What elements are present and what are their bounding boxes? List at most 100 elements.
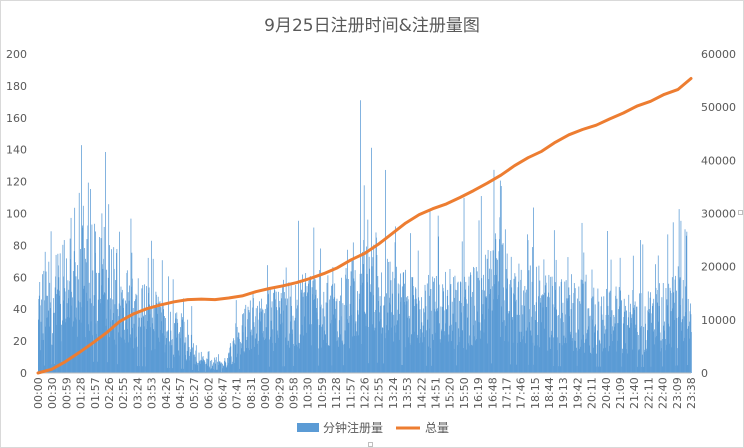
bar xyxy=(351,314,352,373)
bar xyxy=(653,344,655,373)
bar xyxy=(244,326,246,373)
bar xyxy=(596,344,598,373)
bar xyxy=(297,346,299,373)
bar xyxy=(467,317,469,373)
bar xyxy=(617,340,618,373)
bar xyxy=(194,354,195,373)
bar xyxy=(485,298,487,373)
bar xyxy=(654,337,656,373)
x-tick-label: 22:40 xyxy=(657,377,670,409)
bar xyxy=(508,313,509,373)
bar xyxy=(460,302,462,373)
bar xyxy=(108,204,110,373)
bar xyxy=(635,324,637,373)
bar xyxy=(191,306,193,373)
bar xyxy=(381,333,383,373)
bar xyxy=(218,354,219,373)
bar xyxy=(504,300,506,373)
bar xyxy=(315,289,317,373)
bar xyxy=(172,339,174,373)
bar xyxy=(206,358,208,373)
bar xyxy=(616,351,617,373)
bar xyxy=(577,350,579,373)
bar xyxy=(553,230,555,373)
bar xyxy=(560,318,562,373)
bar xyxy=(653,298,655,373)
bar xyxy=(336,341,337,373)
bar xyxy=(630,323,632,373)
bar xyxy=(57,253,59,373)
bar xyxy=(172,279,174,373)
bar xyxy=(360,100,361,373)
bar xyxy=(421,297,422,373)
bar xyxy=(101,264,103,373)
bar xyxy=(240,354,242,373)
bar xyxy=(395,226,396,373)
bar xyxy=(643,326,645,373)
bar xyxy=(525,343,527,373)
bar xyxy=(165,338,167,373)
bar xyxy=(452,313,454,373)
bar xyxy=(56,324,57,373)
bar xyxy=(508,311,510,373)
bar xyxy=(448,334,450,373)
bar xyxy=(337,340,339,373)
bar xyxy=(111,249,112,373)
bar xyxy=(273,288,275,373)
bar xyxy=(442,287,444,373)
bar xyxy=(158,337,159,373)
bar xyxy=(364,311,366,373)
bar xyxy=(228,353,229,373)
bar xyxy=(347,319,349,373)
bar xyxy=(562,312,563,373)
bar xyxy=(413,306,415,373)
bar xyxy=(252,307,253,373)
bar xyxy=(161,260,163,373)
bar xyxy=(110,321,112,373)
bar xyxy=(445,323,447,373)
bar xyxy=(423,337,425,373)
bar xyxy=(41,340,43,373)
bar xyxy=(204,364,206,373)
bar xyxy=(167,330,169,373)
bar xyxy=(202,356,204,373)
bar xyxy=(70,259,71,373)
bar xyxy=(338,346,340,373)
y-right-tick-label: 60000 xyxy=(701,48,736,61)
bar xyxy=(349,303,351,373)
bar xyxy=(218,362,220,373)
bar xyxy=(565,314,567,373)
bar xyxy=(639,327,641,373)
bar xyxy=(89,330,91,373)
bar xyxy=(671,277,673,373)
bar xyxy=(279,324,281,373)
bar xyxy=(120,286,122,373)
bar xyxy=(586,338,587,373)
bar xyxy=(38,319,39,373)
bar xyxy=(287,340,289,373)
bar xyxy=(620,290,621,373)
bar xyxy=(46,317,47,373)
bar xyxy=(185,359,187,373)
bar xyxy=(414,331,415,373)
bar xyxy=(685,286,687,373)
bar xyxy=(154,307,155,373)
bar xyxy=(593,326,595,373)
bar xyxy=(180,338,182,373)
bar xyxy=(84,248,86,373)
resize-handle-bottom[interactable] xyxy=(368,442,373,447)
bar xyxy=(282,366,284,373)
resize-handle-right[interactable] xyxy=(738,210,743,215)
bar xyxy=(317,319,319,373)
bar xyxy=(661,339,663,373)
bar xyxy=(332,298,334,373)
bar xyxy=(678,316,680,373)
bar xyxy=(489,289,491,373)
bar xyxy=(168,276,169,373)
bar xyxy=(489,268,490,373)
bar xyxy=(520,269,522,373)
bar xyxy=(310,277,312,373)
bar xyxy=(295,344,297,373)
bar xyxy=(676,290,677,373)
bar xyxy=(372,295,374,373)
